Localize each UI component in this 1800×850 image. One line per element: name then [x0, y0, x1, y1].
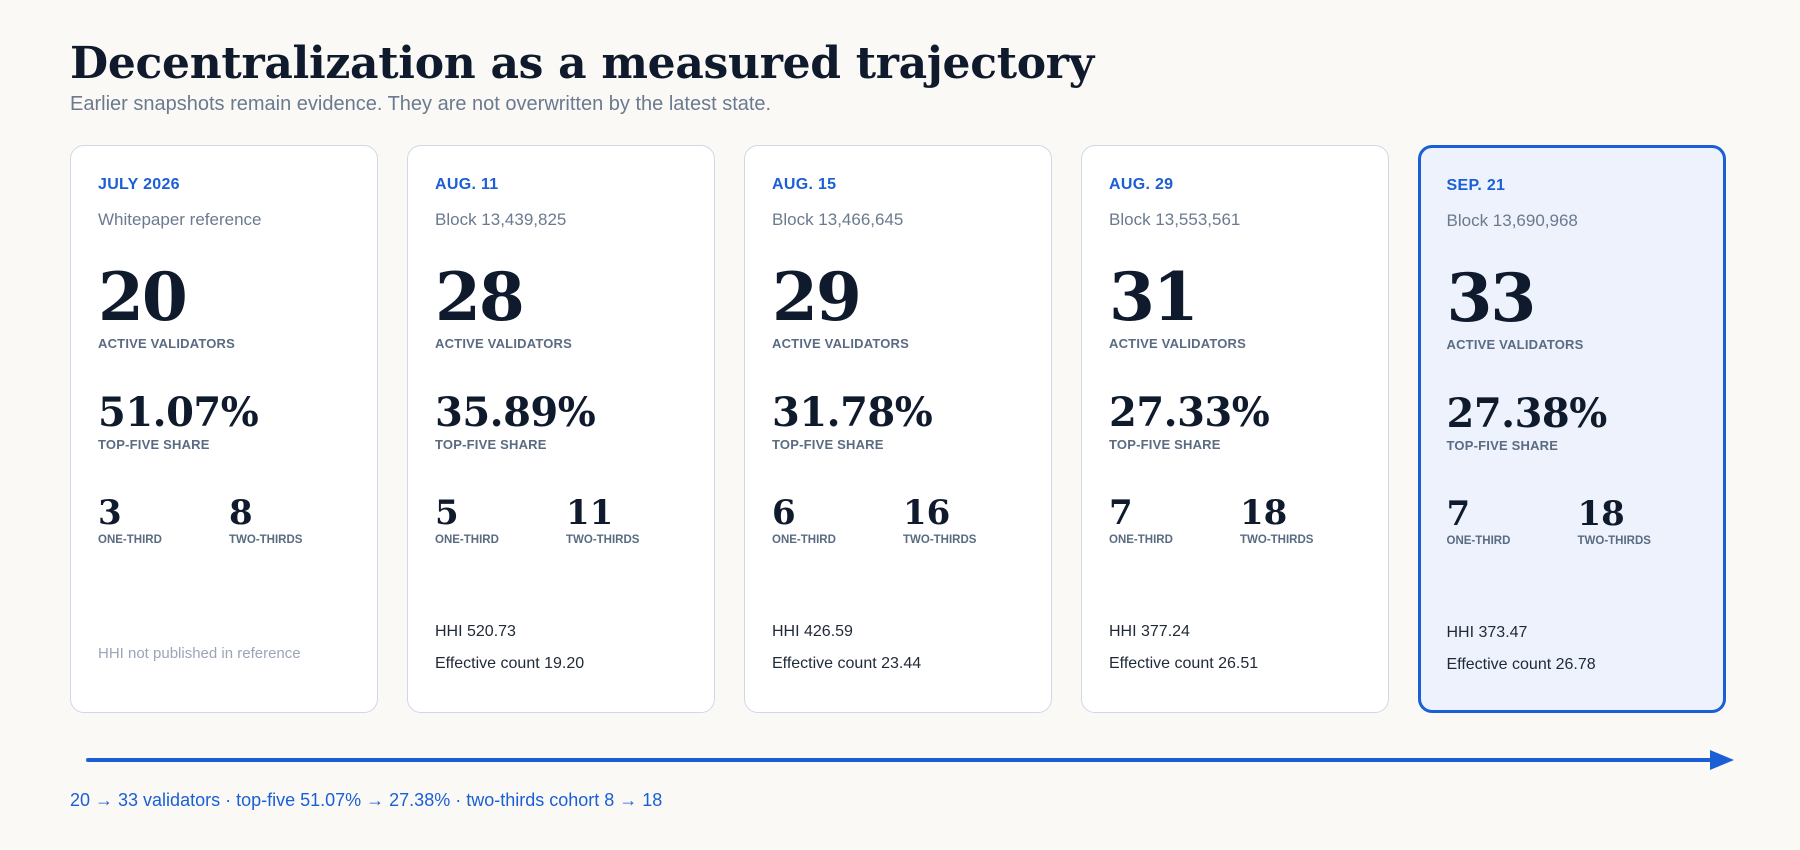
- two-thirds-label: TWO-THIRDS: [1240, 534, 1314, 546]
- one-third-label: ONE-THIRD: [772, 534, 836, 546]
- one-third-value: 6: [772, 493, 796, 533]
- effective-count: Effective count 26.51: [1109, 655, 1259, 672]
- hhi-value: HHI 377.24: [1109, 623, 1190, 640]
- snapshot-reference: Block 13,553,561: [1109, 210, 1241, 229]
- two-thirds-label: TWO-THIRDS: [566, 534, 640, 546]
- page-subtitle: Earlier snapshots remain evidence. They …: [70, 93, 772, 115]
- effective-count: Effective count 19.20: [435, 655, 585, 672]
- one-third-label: ONE-THIRD: [1109, 534, 1173, 546]
- two-thirds-label: TWO-THIRDS: [229, 534, 303, 546]
- two-thirds-value: 16: [903, 493, 951, 533]
- two-thirds-cohort: 18 TWO-THIRDS: [1578, 497, 1651, 547]
- one-third-cohort: 3 ONE-THIRD: [98, 496, 162, 546]
- snapshot-card-aug-11: AUG. 11 Block 13,439,825 28 ACTIVE VALID…: [407, 145, 715, 713]
- one-third-cohort: 6 ONE-THIRD: [772, 496, 836, 546]
- arrow-head-icon: [1710, 750, 1734, 770]
- snapshot-reference: Whitepaper reference: [98, 210, 262, 229]
- top-five-share-label: TOP-FIVE SHARE: [1109, 437, 1221, 452]
- active-validators-value: 29: [772, 258, 862, 336]
- timeline-arrow: [86, 750, 1734, 770]
- one-third-cohort: 5 ONE-THIRD: [435, 496, 499, 546]
- active-validators-label: ACTIVE VALIDATORS: [435, 336, 573, 351]
- one-third-value: 7: [1109, 493, 1133, 533]
- active-validators-value: 33: [1446, 258, 1537, 337]
- snapshot-card-aug-29: AUG. 29 Block 13,553,561 31 ACTIVE VALID…: [1081, 145, 1389, 713]
- top-five-share-label: TOP-FIVE SHARE: [1446, 437, 1559, 453]
- one-third-value: 7: [1446, 493, 1471, 534]
- hhi-value: HHI 426.59: [772, 623, 853, 640]
- two-thirds-value: 11: [566, 493, 614, 533]
- two-thirds-label: TWO-THIRDS: [1577, 534, 1651, 547]
- one-third-value: 5: [435, 493, 459, 533]
- snapshot-reference: Block 13,466,645: [772, 210, 904, 229]
- two-thirds-cohort: 11 TWO-THIRDS: [566, 496, 639, 546]
- one-third-cohort: 7 ONE-THIRD: [1109, 496, 1173, 546]
- top-five-share-label: TOP-FIVE SHARE: [772, 437, 884, 452]
- page-title: Decentralization as a measured trajector…: [70, 38, 1094, 89]
- snapshot-date: JULY 2026: [98, 176, 180, 193]
- two-thirds-cohort: 18 TWO-THIRDS: [1240, 496, 1313, 546]
- snapshot-date: AUG. 11: [435, 176, 499, 193]
- snapshot-card-july-2026: JULY 2026 Whitepaper reference 20 ACTIVE…: [70, 145, 378, 713]
- top-five-share-value: 51.07%: [98, 389, 259, 436]
- active-validators-value: 28: [435, 258, 525, 336]
- two-thirds-cohort: 8 TWO-THIRDS: [229, 496, 302, 546]
- two-thirds-cohort: 16 TWO-THIRDS: [903, 496, 976, 546]
- active-validators-value: 31: [1109, 258, 1199, 336]
- hhi-value: HHI 520.73: [435, 623, 516, 640]
- snapshot-date: AUG. 15: [772, 176, 837, 193]
- top-five-share-label: TOP-FIVE SHARE: [98, 437, 210, 452]
- snapshot-card-aug-15: AUG. 15 Block 13,466,645 29 ACTIVE VALID…: [744, 145, 1052, 713]
- one-third-label: ONE-THIRD: [98, 534, 162, 546]
- trajectory-summary: 20 → 33 validators · top-five 51.07% → 2…: [70, 790, 663, 810]
- active-validators-label: ACTIVE VALIDATORS: [772, 336, 910, 351]
- top-five-share-value: 31.78%: [772, 389, 933, 436]
- top-five-share-label: TOP-FIVE SHARE: [435, 437, 547, 452]
- top-five-share-value: 27.33%: [1109, 389, 1270, 436]
- snapshot-reference: Block 13,690,968: [1446, 210, 1578, 230]
- snapshot-card-sep-21: SEP. 21 Block 13,690,968 33 ACTIVE VALID…: [1418, 145, 1726, 713]
- active-validators-value: 20: [98, 258, 188, 336]
- two-thirds-label: TWO-THIRDS: [903, 534, 977, 546]
- effective-count: Effective count 26.78: [1446, 655, 1596, 673]
- snapshot-reference: Block 13,439,825: [435, 210, 567, 229]
- active-validators-label: ACTIVE VALIDATORS: [98, 336, 236, 351]
- two-thirds-value: 18: [1240, 493, 1288, 533]
- active-validators-label: ACTIVE VALIDATORS: [1109, 336, 1247, 351]
- active-validators-label: ACTIVE VALIDATORS: [1446, 336, 1584, 352]
- effective-count: Effective count 23.44: [772, 655, 922, 672]
- one-third-cohort: 7 ONE-THIRD: [1447, 497, 1511, 547]
- hhi-note: HHI not published in reference: [98, 645, 301, 662]
- top-five-share-value: 35.89%: [435, 389, 596, 436]
- snapshot-date: AUG. 29: [1109, 176, 1174, 193]
- hhi-value: HHI 373.47: [1446, 623, 1528, 641]
- top-five-share-value: 27.38%: [1446, 389, 1608, 437]
- snapshot-date: SEP. 21: [1446, 176, 1506, 194]
- one-third-value: 3: [98, 493, 122, 533]
- one-third-label: ONE-THIRD: [1446, 534, 1511, 547]
- two-thirds-value: 18: [1577, 493, 1625, 534]
- two-thirds-value: 8: [229, 493, 253, 533]
- one-third-label: ONE-THIRD: [435, 534, 499, 546]
